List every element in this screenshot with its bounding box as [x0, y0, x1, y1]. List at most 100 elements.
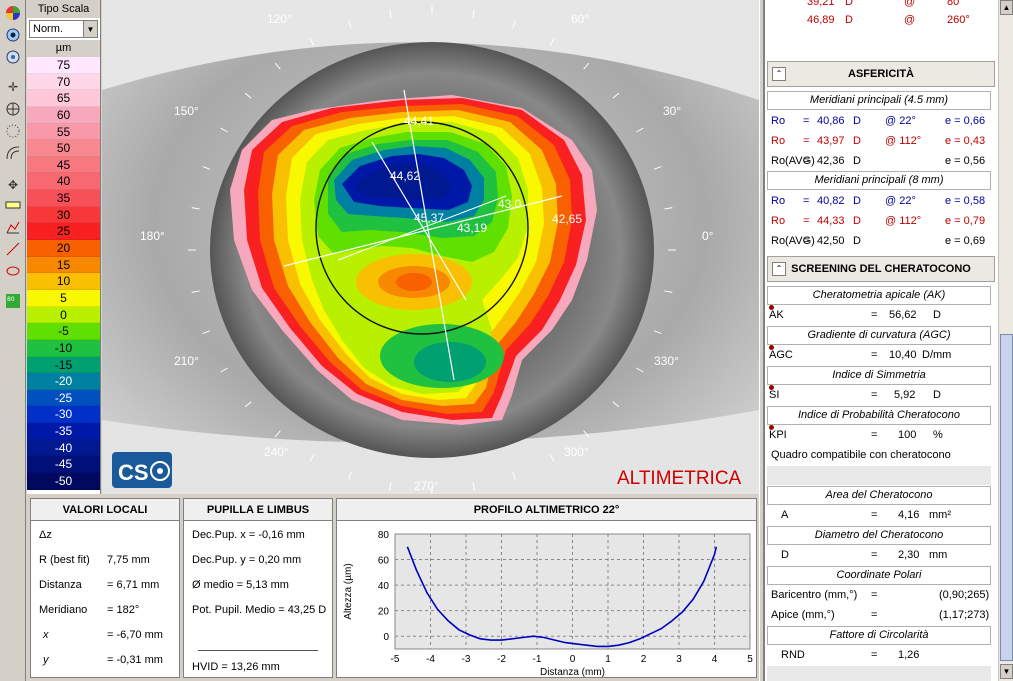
scroll-up-icon[interactable]: ▲: [1000, 0, 1013, 15]
profile-chart-icon[interactable]: [3, 218, 23, 236]
angle-270: 270°: [414, 479, 439, 493]
area-value: 4,16: [898, 509, 920, 521]
diam-row: D = 2,30 mm: [767, 545, 995, 565]
asphericity-row: Ro = 43,97 D @ 112° e = 0,43: [767, 131, 995, 151]
vertical-scrollbar[interactable]: ▲ ▼: [998, 0, 1013, 681]
value-label-6: 42,65: [552, 212, 582, 226]
asphericity-e: e = 0,58: [945, 195, 986, 207]
angle-tick: [389, 9, 392, 18]
local-value: = -6,70 mm: [107, 629, 163, 641]
x-tick-label: 3: [676, 654, 682, 665]
scale-step: -40: [27, 439, 100, 457]
move-icon[interactable]: ✥: [7, 178, 19, 192]
pane-divider[interactable]: [759, 0, 764, 681]
asphericity-u: D: [853, 235, 861, 247]
local-key: Meridiano: [39, 604, 88, 616]
angle-150: 150°: [174, 104, 199, 118]
x-tick-label: -2: [497, 654, 506, 665]
target-grid-icon[interactable]: [3, 100, 23, 118]
asphericity-eq: =: [803, 215, 810, 227]
scale-step: 30: [27, 206, 100, 224]
map-80-icon[interactable]: 80: [3, 292, 23, 310]
y-tick-label: 80: [378, 530, 390, 541]
angle-tick: [202, 330, 211, 334]
dots-ring-icon[interactable]: [3, 122, 23, 140]
eye-icon[interactable]: [3, 26, 23, 44]
map-svg: 120° 60° 150° 30° 180° 0° 210° 330° 240°…: [102, 0, 759, 494]
rnd-value: 1,26: [898, 649, 920, 661]
scale-type-select[interactable]: Norm. ▼: [29, 20, 98, 38]
elevation-map: [230, 95, 597, 425]
color-palette-icon[interactable]: [3, 4, 23, 22]
arc-lines-icon[interactable]: [3, 144, 23, 162]
rnd-eq: =: [871, 649, 878, 661]
ak-sub: Cheratometria apicale (AK): [767, 286, 991, 305]
pupil-row: Pot. Pupil. Medio = 43,25 D: [192, 604, 327, 616]
k-row-2: 46,89 D @ 260°: [767, 10, 995, 30]
pupil-limbus-panel: PUPILLA E LIMBUS Dec.Pup. x = -0,16 mm De…: [183, 498, 333, 678]
pupil-row: Dec.Pup. y = 0,20 mm: [192, 554, 302, 566]
collapse-icon[interactable]: ⌃: [772, 262, 786, 276]
asphericity-row: Ro = 44,33 D @ 112° e = 0,79: [767, 211, 995, 231]
asphericity-u: D: [853, 155, 861, 167]
ak-eq: =: [871, 309, 878, 321]
area-key: A: [781, 509, 789, 521]
indices-panel: 39,21 D @ 80° 46,89 D @ 260° ⌃ ASFERICIT…: [764, 0, 998, 681]
angle-tick: [191, 207, 200, 210]
rnd-key: RND: [781, 649, 805, 661]
kpi-key: KPI: [769, 429, 787, 441]
asphericity-v: 44,33: [817, 215, 845, 227]
pupil-limbus-title: PUPILLA E LIMBUS: [184, 499, 332, 521]
value-label-4: 43,19: [457, 221, 487, 235]
scroll-down-icon[interactable]: ▼: [1000, 664, 1013, 679]
asphericity-v: 40,82: [817, 195, 845, 207]
eye-outline-icon[interactable]: [3, 48, 23, 66]
y-tick-label: 0: [383, 632, 389, 643]
ruler-icon[interactable]: [3, 196, 23, 214]
angle-tick: [244, 401, 252, 408]
asphericity-at: @ 112°: [885, 135, 922, 147]
angle-tick: [309, 454, 315, 462]
profile-panel: PROFILO ALTIMETRICO 22° -5 -4 -3 -2 -1 0 1 2 3 4 5…: [336, 498, 757, 678]
altimetric-map[interactable]: 120° 60° 150° 30° 180° 0° 210° 330° 240°…: [102, 0, 759, 494]
asphericity-k: Ro: [771, 195, 786, 207]
pupil-row: Ø medio = 5,13 mm: [192, 579, 289, 591]
local-key: Distanza: [39, 579, 82, 591]
scale-step: 50: [27, 140, 100, 157]
asphericity-row: Ro = 40,86 D @ 22° e = 0,66: [767, 111, 995, 131]
keratoconus-header[interactable]: ⌃ SCREENING DEL CHERATOCONO: [767, 256, 995, 282]
asphericity-eq: =: [803, 135, 810, 147]
color-scale-panel: Tipo Scala Norm. ▼ µm 75 70 65 60 55 50 45 40 35…: [27, 0, 101, 494]
asphericity-k: Ro: [771, 135, 786, 147]
asphericity-header[interactable]: ⌃ ASFERICITÀ: [767, 61, 995, 87]
local-key: y: [43, 654, 49, 666]
angle-30: 30°: [663, 104, 681, 118]
k2-axis: 260°: [947, 14, 970, 26]
bullet-icon: [769, 305, 774, 310]
collapse-icon[interactable]: ⌃: [772, 67, 786, 81]
angle-tick: [244, 92, 252, 99]
angle-210: 210°: [174, 354, 199, 368]
x-tick-label: -5: [391, 654, 400, 665]
angle-tick: [274, 430, 281, 438]
asphericity-v: 42,50: [817, 235, 845, 247]
ak-unit: D: [933, 309, 941, 321]
angle-tick: [583, 62, 590, 70]
ellipse-icon[interactable]: [3, 262, 23, 280]
asphericity-e: e = 0,79: [945, 215, 986, 227]
angle-tick: [664, 207, 673, 210]
k2-value: 46,89: [807, 14, 835, 26]
y-tick-label: 20: [378, 607, 390, 618]
si-eq: =: [871, 389, 878, 401]
crosshair-icon[interactable]: ✛: [7, 80, 19, 94]
x-tick-label: -4: [426, 654, 435, 665]
scale-step: -10: [27, 339, 100, 357]
measure-line-icon[interactable]: [3, 240, 23, 258]
diam-eq: =: [871, 549, 878, 561]
scale-step: -50: [27, 473, 100, 490]
angle-tick: [664, 290, 673, 293]
scroll-thumb[interactable]: [1000, 334, 1013, 661]
scale-step: 5: [27, 289, 100, 307]
value-label-3: 45,37: [414, 211, 444, 225]
chevron-down-icon[interactable]: ▼: [83, 21, 97, 37]
